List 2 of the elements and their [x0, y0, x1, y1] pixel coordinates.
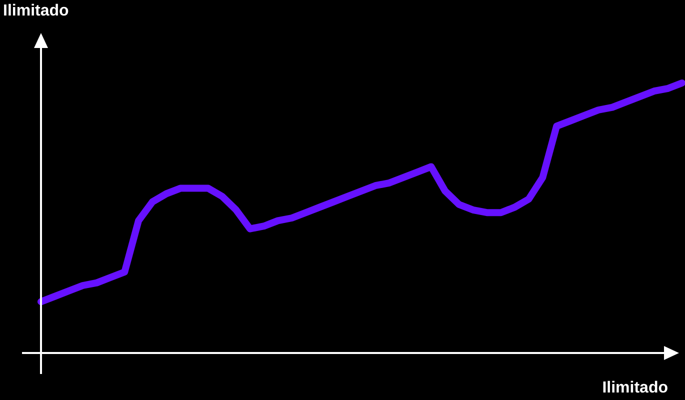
y-axis-title: Ilimitado: [3, 2, 70, 20]
x-axis-title: Ilimitado: [602, 380, 668, 396]
